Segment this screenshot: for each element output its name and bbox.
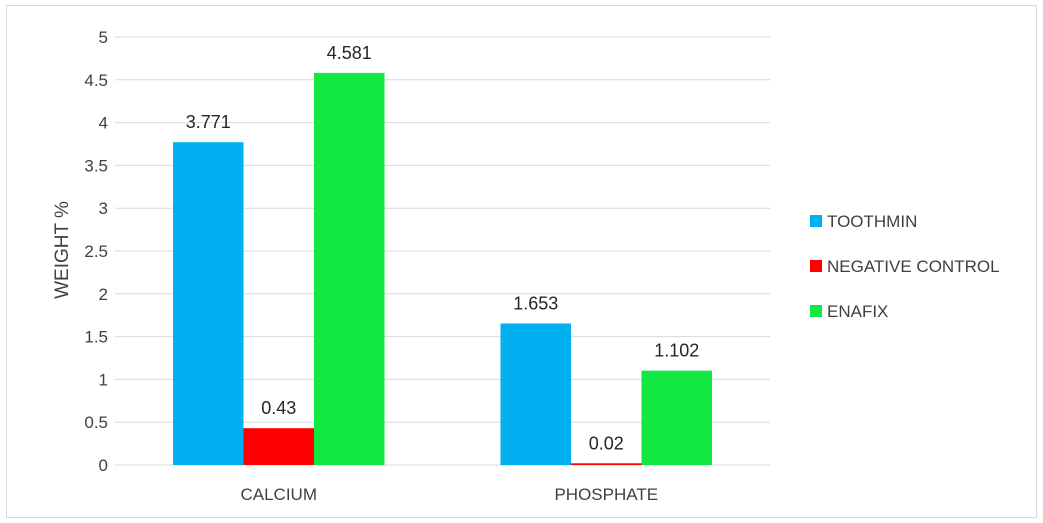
y-tick-label: 1: [99, 370, 108, 389]
x-tick-label: PHOSPHATE: [554, 485, 658, 504]
bar: [500, 323, 571, 465]
data-label: 3.771: [186, 112, 231, 132]
bars: [173, 72, 712, 466]
legend-swatch: [810, 260, 822, 272]
y-tick-label: 0: [99, 456, 108, 475]
legend-label: TOOTHMIN: [827, 212, 917, 231]
y-tick-label: 2.5: [84, 242, 108, 261]
y-tick-label: 4: [99, 114, 108, 133]
y-tick-label: 2: [99, 285, 108, 304]
data-label: 4.581: [327, 43, 372, 63]
data-label: 1.653: [513, 294, 558, 314]
x-tick-label: CALCIUM: [240, 485, 317, 504]
bar: [314, 72, 385, 466]
y-tick-label: 4.5: [84, 71, 108, 90]
bar: [571, 463, 642, 465]
data-label: 0.43: [261, 398, 296, 418]
y-tick-label: 3.5: [84, 156, 108, 175]
legend-label: ENAFIX: [827, 302, 888, 321]
bar: [243, 428, 314, 465]
y-tick-label: 0.5: [84, 413, 108, 432]
legend-label: NEGATIVE CONTROL: [827, 257, 1000, 276]
legend-swatch: [810, 305, 822, 317]
x-axis-category-labels: CALCIUM PHOSPHATE: [240, 485, 658, 504]
data-label: 0.02: [589, 433, 624, 453]
y-tick-label: 5: [99, 28, 108, 47]
data-labels: 3.771 0.43 4.581 1.653 0.02 1.102: [186, 43, 700, 453]
legend: TOOTHMIN NEGATIVE CONTROL ENAFIX: [810, 212, 1000, 321]
y-axis-title: WEIGHT %: [52, 201, 73, 299]
y-tick-label: 1.5: [84, 328, 108, 347]
y-axis-tick-labels: 0 0.5 1 1.5 2 2.5 3 3.5 4 4.5 5: [84, 28, 108, 475]
bar: [641, 370, 712, 465]
legend-swatch: [810, 215, 822, 227]
y-tick-label: 3: [99, 199, 108, 218]
data-label: 1.102: [654, 341, 699, 361]
bar: [173, 142, 244, 465]
